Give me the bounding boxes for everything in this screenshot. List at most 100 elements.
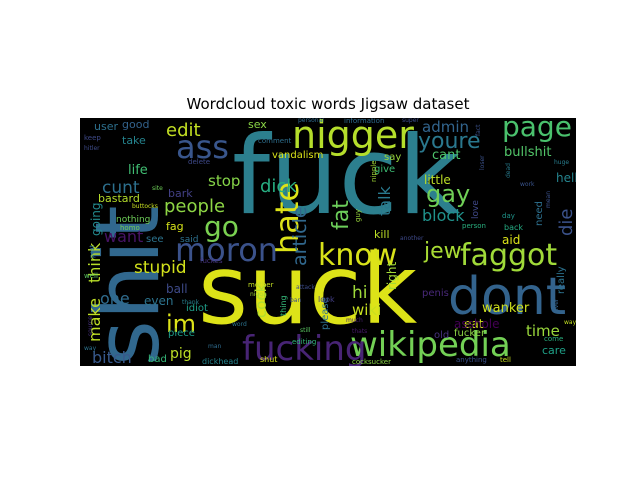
word-cunt: cunt xyxy=(102,178,140,198)
word-right: right xyxy=(385,262,399,290)
word-good: good xyxy=(122,118,149,131)
word-idiot: idiot xyxy=(186,303,208,314)
word-nigga: nigga xyxy=(250,291,267,298)
word-site: site xyxy=(152,185,163,192)
word-eat: eat xyxy=(464,317,484,331)
word-even: even xyxy=(144,294,173,308)
word-user: user xyxy=(94,120,118,133)
word-fag: fag xyxy=(166,220,184,233)
word-delete: delete xyxy=(188,158,210,166)
chart-title: Wordcloud toxic words Jigsaw dataset xyxy=(186,95,470,113)
word-comment: comment xyxy=(258,137,292,145)
word-day: day xyxy=(502,212,515,220)
word-think: think xyxy=(85,242,104,283)
word-fuck: fuck xyxy=(232,118,461,239)
word-love: love xyxy=(471,200,481,219)
word-personal: personal xyxy=(298,118,324,124)
word-wanker: wanker xyxy=(482,301,530,316)
word-bad: bad xyxy=(148,354,167,365)
word-jew: jew xyxy=(423,239,462,264)
word-bark: bark xyxy=(168,187,193,200)
word-piece: piece xyxy=(168,328,195,339)
word-guy: guy xyxy=(354,209,362,222)
word-say: say xyxy=(384,152,401,163)
word-aid: aid xyxy=(502,233,520,247)
word-little: little xyxy=(424,173,451,187)
word-time: time xyxy=(526,322,560,340)
word-bullshit: bullshit xyxy=(504,145,551,160)
word-fuckes: fuckes xyxy=(200,257,223,265)
word-ever: ever xyxy=(553,298,560,312)
wordcloud-background xyxy=(80,118,576,366)
word-give: give xyxy=(374,164,395,175)
word-work: work xyxy=(520,181,535,188)
word-take: take xyxy=(122,134,146,147)
word-youre: youre xyxy=(418,129,481,154)
word-shut: shut xyxy=(260,355,277,364)
word-thank: thank xyxy=(182,299,200,306)
word-stupid: stupid xyxy=(134,258,187,278)
word-still: still xyxy=(300,327,311,334)
word-cant: cant xyxy=(432,148,460,163)
word-stop: stop xyxy=(208,172,240,190)
word-back: back xyxy=(504,223,523,232)
word-old: old xyxy=(434,330,449,341)
word-huge: huge xyxy=(554,159,569,166)
word-going: going xyxy=(89,202,103,236)
word-life: life xyxy=(128,163,148,178)
word-hi: hi xyxy=(352,283,368,303)
word-fucker: fucker xyxy=(454,328,486,339)
word-source: source xyxy=(87,316,94,336)
word-pig: pig xyxy=(170,346,192,362)
word-come: come xyxy=(544,335,563,343)
word-way-1: way xyxy=(564,319,576,326)
word-care: care xyxy=(542,344,566,357)
word-anything: anything xyxy=(456,356,487,364)
word-man: man xyxy=(208,343,222,350)
word-article: article xyxy=(289,206,311,266)
word-moron: moron xyxy=(175,231,278,269)
word-nigger: nigger xyxy=(292,118,414,157)
word-buttocks: buttocks xyxy=(132,203,158,210)
word-sex: sex xyxy=(248,118,267,131)
word-know: know xyxy=(318,238,397,273)
word-bitch: bitch xyxy=(92,348,132,366)
word-hate: hate xyxy=(268,182,306,254)
word-person: person xyxy=(462,222,486,230)
word-gay: gay xyxy=(426,180,470,208)
word-attack: attack xyxy=(296,284,315,291)
word-way: way xyxy=(84,345,97,352)
word-need: need xyxy=(534,201,545,226)
word-fucking: fucking xyxy=(242,329,366,366)
word-really: really xyxy=(556,266,567,294)
word-cocksucker: cocksucker xyxy=(352,358,391,366)
word-hell: hell xyxy=(556,171,576,185)
word-fat: fat xyxy=(329,200,354,230)
word-page: page xyxy=(502,118,572,143)
word-im: im xyxy=(166,310,196,338)
word-thats: thats xyxy=(352,328,367,335)
word-another: another xyxy=(400,235,424,242)
word-cock: cock xyxy=(252,283,270,318)
word-dead: dead xyxy=(505,163,512,178)
word-die: die xyxy=(556,208,576,236)
word-nipple: nipple xyxy=(370,160,378,182)
word-wiki: wiki xyxy=(352,301,381,319)
word-well: well xyxy=(84,272,98,280)
word-faggot: faggot xyxy=(460,238,557,273)
word-shit: shit xyxy=(80,205,179,366)
word-said: said xyxy=(180,235,198,245)
word-mean: mean xyxy=(545,191,552,208)
word-people: people xyxy=(164,196,225,217)
word-dickhead: dickhead xyxy=(202,357,238,366)
word-dont: dont xyxy=(448,267,566,327)
word-go: go xyxy=(204,210,239,243)
word-see: see xyxy=(146,234,164,245)
word-keep: keep xyxy=(84,134,101,142)
word-bastard: bastard xyxy=(98,192,140,205)
word-tell: tell xyxy=(500,356,511,364)
word-word: word xyxy=(232,321,247,328)
word-edit: edit xyxy=(166,120,201,141)
word-ban: ban xyxy=(290,297,301,304)
